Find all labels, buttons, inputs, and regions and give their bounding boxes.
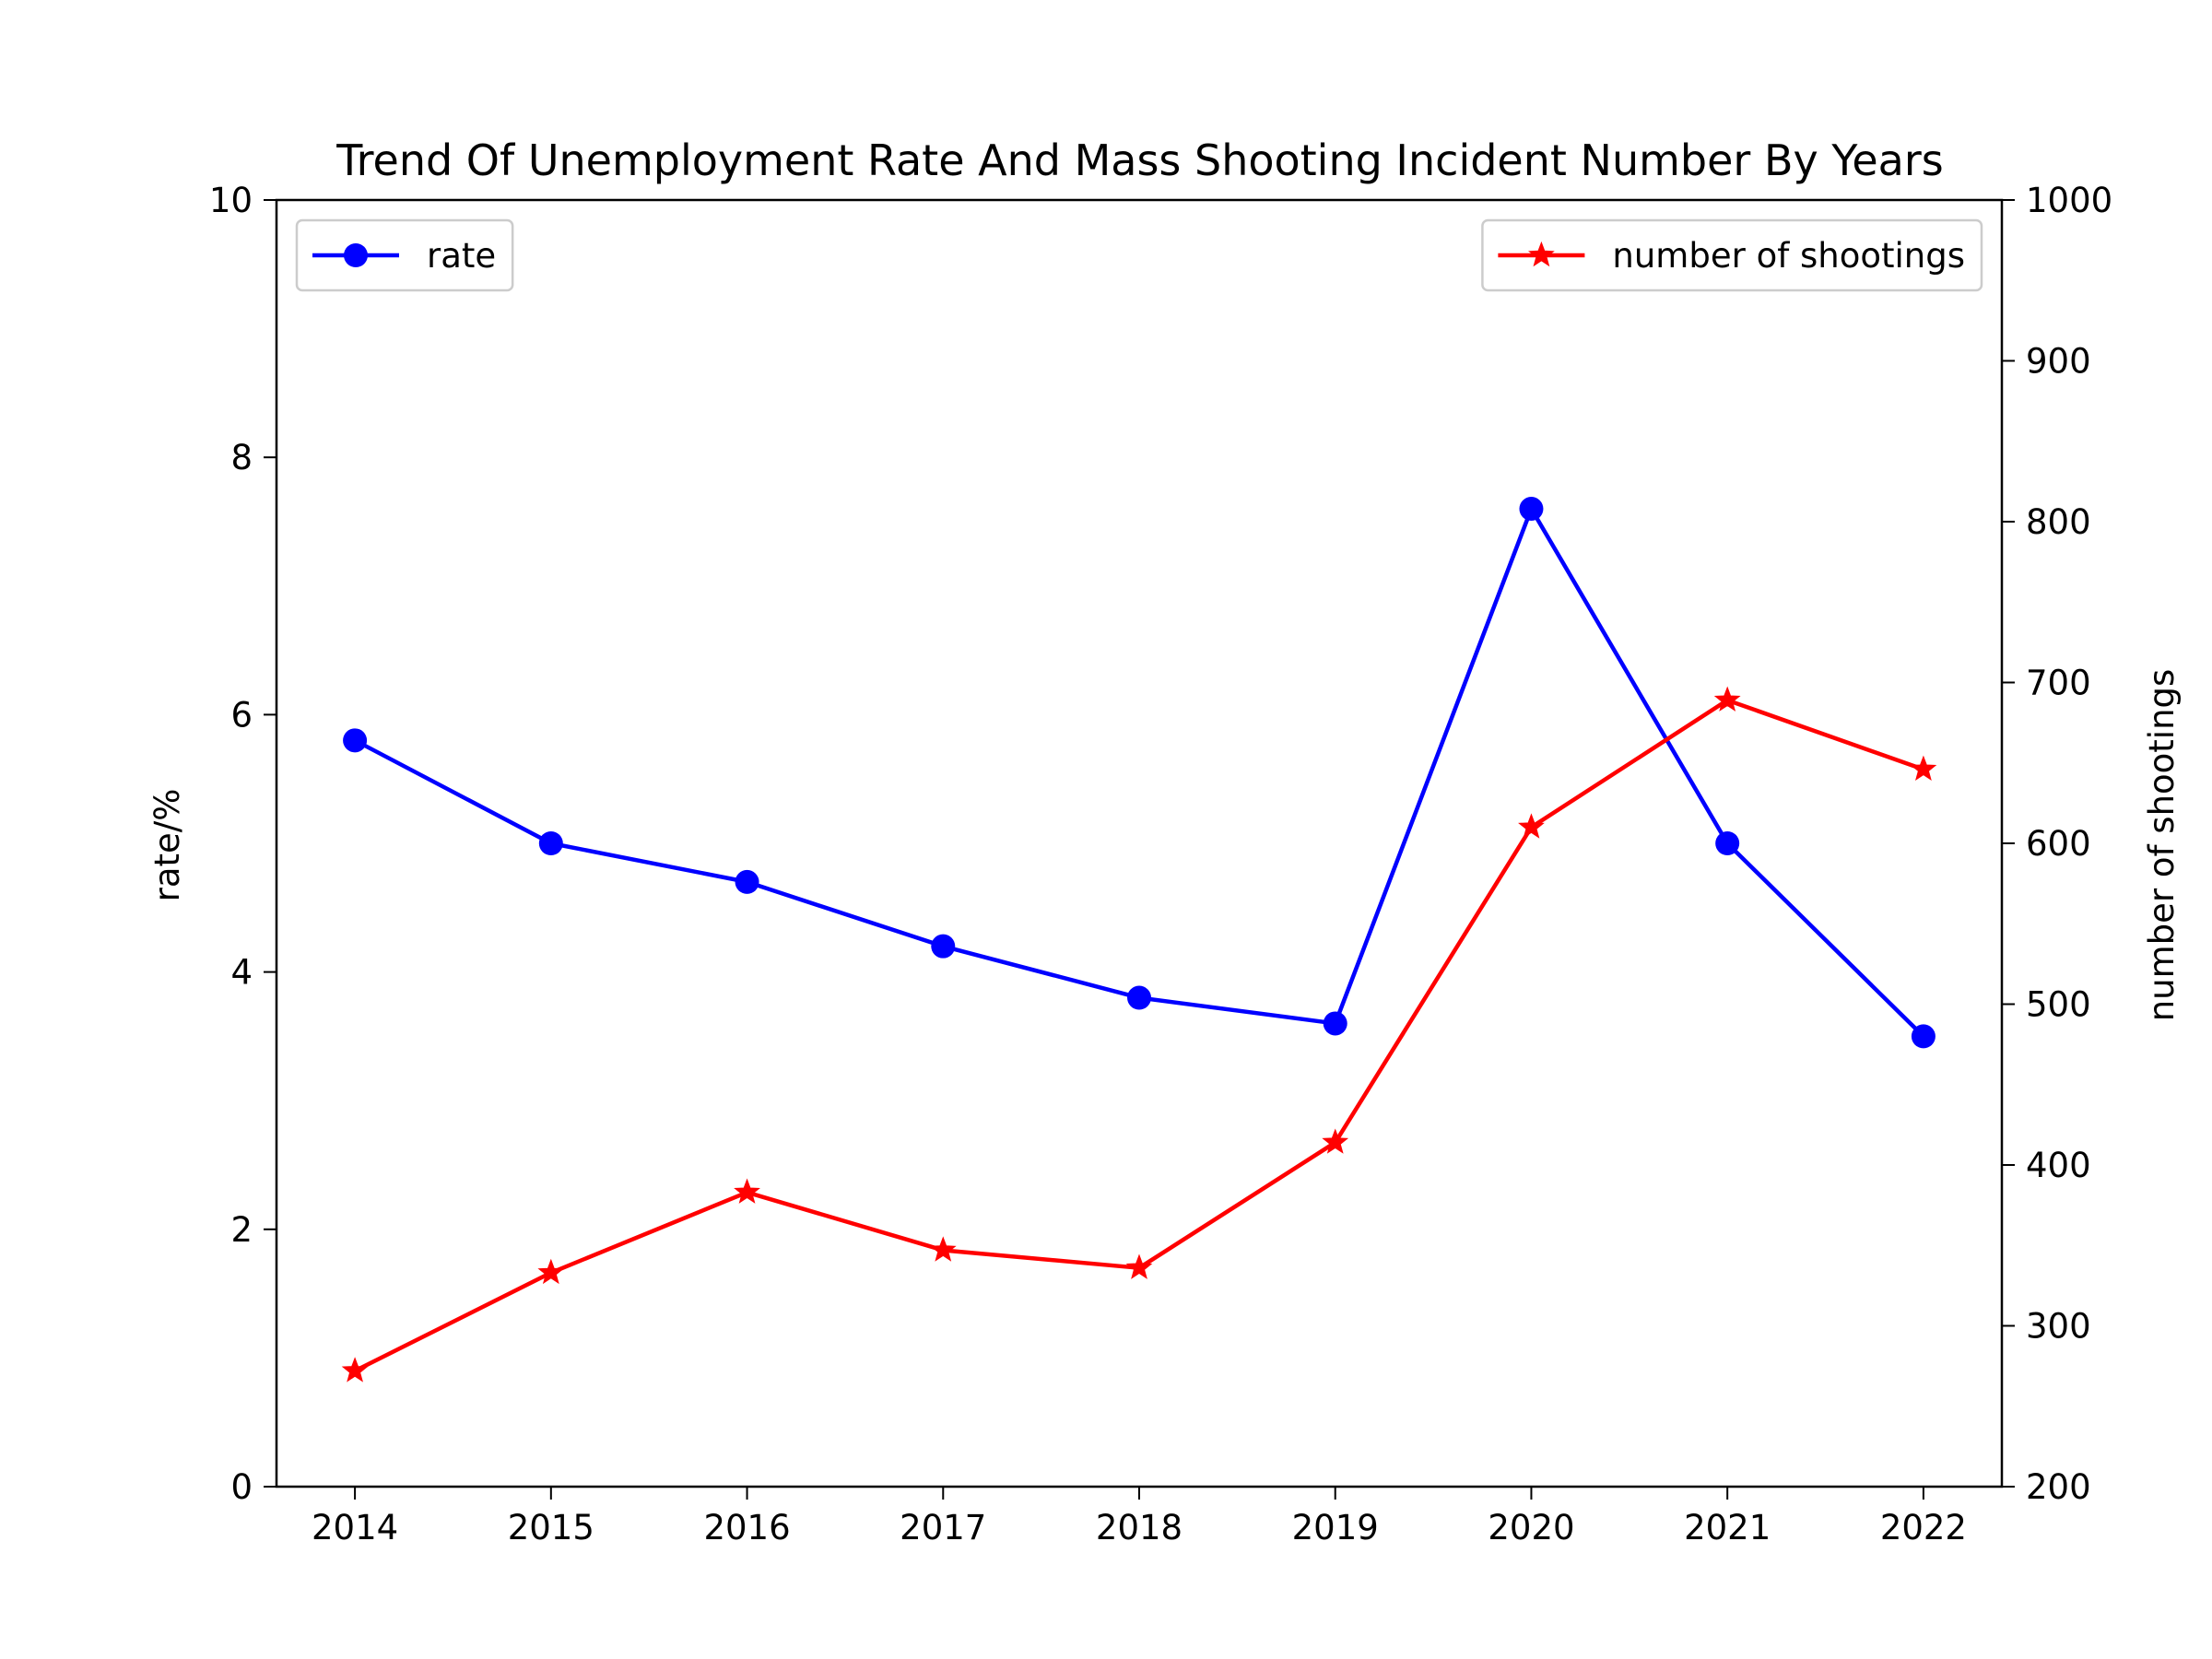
x-tick-label: 2018 [1096,1508,1182,1547]
data-point-number-of-shootings [537,1258,565,1285]
legend-label: rate [427,236,496,276]
data-point-number-of-shootings [734,1178,760,1204]
data-point-number-of-shootings [929,1236,957,1262]
x-tick-label: 2015 [508,1508,594,1547]
legends: rate number of shootings [295,218,1983,292]
left-y-tick-label: 8 [230,438,253,477]
left-y-tick-label: 10 [209,181,253,220]
left-y-tick-label: 2 [230,1210,253,1250]
right-y-tick-label: 600 [2026,824,2091,864]
legend-label: number of shootings [1612,236,1965,276]
data-point-rate [1323,1011,1347,1036]
data-point-number-of-shootings [1125,1253,1153,1279]
data-point-number-of-shootings [1910,755,1937,781]
right-y-axis-label: number of shootings [2142,669,2182,1022]
data-point-number-of-shootings [1713,686,1741,712]
left-y-tick-label: 6 [230,695,253,735]
x-tick-label: 2022 [1880,1508,1967,1547]
right-y-tick-label: 900 [2026,342,2091,382]
chart-title: Trend Of Unemployment Rate And Mass Shoo… [335,135,1943,185]
data-point-rate [1519,497,1544,522]
x-tick-label: 2017 [900,1508,986,1547]
x-tick-label: 2020 [1488,1508,1574,1547]
data-point-number-of-shootings [341,1357,369,1382]
data-point-rate [931,934,956,959]
legend-marker [344,243,368,267]
left-y-tick-label: 0 [230,1467,253,1507]
right-y-tick-label: 700 [2026,664,2091,703]
axes: 2014 2015 2016 2017 2018 2019 2020 2021 2022 0 2 4 6… [209,181,2112,1547]
legend-box [295,218,514,292]
x-tick-label: 2016 [703,1508,790,1547]
data-point-rate [1127,985,1151,1010]
left-y-tick-label: 4 [230,953,253,993]
data-point-rate [343,728,368,753]
data-point-rate [1715,831,1740,855]
right-y-tick-label: 400 [2026,1146,2091,1185]
right-y-tick-label: 1000 [2026,181,2112,220]
data-point-rate [1911,1024,1936,1049]
right-y-tick-label: 200 [2026,1467,2091,1507]
right-y-tick-label: 800 [2026,502,2091,542]
x-tick-label: 2019 [1292,1508,1379,1547]
legend-rate: rate [295,218,514,292]
right-y-tick-label: 300 [2026,1307,2091,1347]
x-tick-label: 2021 [1684,1508,1771,1547]
legend-number-of-shootings: number of shootings [1481,218,1983,292]
data-point-rate [538,831,563,855]
data-point-number-of-shootings [1518,813,1545,839]
right-y-tick-label: 500 [2026,985,2091,1025]
left-y-axis-label: rate/% [147,789,187,902]
x-tick-label: 2014 [312,1508,398,1547]
data-point-rate [735,869,759,894]
legend-box [1481,218,1983,292]
data-point-number-of-shootings [1322,1128,1349,1154]
legend-marker [1528,241,1555,267]
plot-area [341,497,1937,1382]
